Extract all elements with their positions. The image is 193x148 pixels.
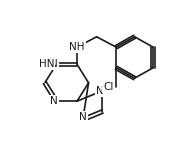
Text: NH: NH <box>69 42 85 52</box>
Text: HN: HN <box>39 59 54 69</box>
Text: N: N <box>50 96 58 106</box>
Text: Cl: Cl <box>103 82 114 92</box>
Text: N: N <box>79 112 87 122</box>
Text: N: N <box>96 86 103 96</box>
Text: N: N <box>50 59 58 69</box>
